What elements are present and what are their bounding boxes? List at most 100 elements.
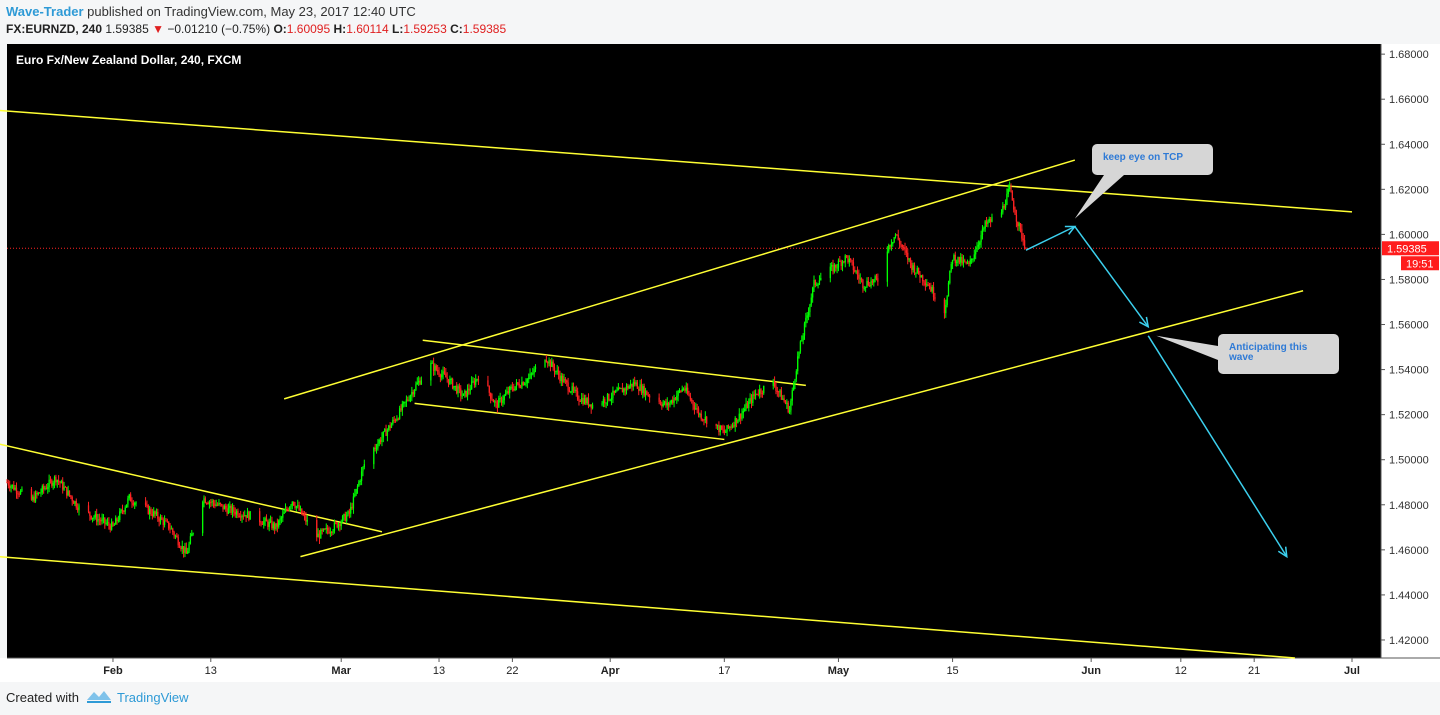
projection-arrow[interactable] — [1074, 226, 1149, 328]
candle-body — [917, 267, 920, 274]
candle-body — [544, 359, 546, 367]
candle-body — [642, 385, 644, 394]
candle-body — [63, 486, 65, 490]
candle-body — [203, 498, 205, 503]
candle-body — [704, 416, 706, 421]
chart-header: Wave-Trader published on TradingView.com… — [0, 0, 1440, 42]
candle-body — [222, 504, 224, 510]
candle-body — [913, 265, 916, 274]
candle-body — [168, 521, 170, 529]
author-link[interactable]: Wave-Trader — [6, 4, 84, 19]
candle-body — [1010, 186, 1012, 192]
candle-body — [431, 362, 433, 364]
candle-body — [356, 486, 359, 489]
candle-body — [950, 264, 952, 271]
candle-body — [51, 480, 53, 486]
candle-body — [810, 297, 812, 305]
candle-body — [566, 380, 568, 383]
candle-body — [221, 504, 223, 506]
candle-body — [738, 413, 740, 420]
candle-body — [923, 281, 925, 283]
callout-box[interactable] — [1218, 334, 1339, 374]
candle-body — [412, 391, 414, 395]
candle-body — [55, 476, 57, 483]
callout-box[interactable] — [1092, 144, 1213, 175]
chart-area[interactable]: keep eye on TCP Anticipating this wave 1.6… — [0, 42, 1440, 682]
candle-body — [490, 392, 492, 399]
candle-body — [835, 264, 837, 268]
tradingview-link[interactable]: TradingView — [117, 690, 189, 705]
candle-body — [896, 234, 898, 236]
candle-body — [510, 386, 512, 388]
candle-body — [53, 476, 56, 483]
candle-body — [511, 386, 514, 389]
candle-body — [384, 429, 386, 432]
projection-arrow[interactable] — [1025, 225, 1076, 251]
candle-body — [957, 256, 959, 262]
candle-body — [567, 382, 569, 391]
candle-body — [90, 515, 92, 520]
candle-body — [306, 520, 308, 522]
candle-body — [413, 389, 416, 395]
candle-body — [801, 340, 803, 342]
candle-body — [916, 267, 918, 273]
candle-body — [37, 492, 39, 495]
candle-body — [33, 496, 35, 502]
projection-arrow[interactable] — [1147, 335, 1288, 558]
candle-body — [456, 385, 458, 394]
time-axis[interactable] — [0, 658, 1440, 682]
trend-line[interactable] — [0, 555, 1295, 659]
candle-body — [855, 271, 857, 273]
candle-body — [973, 254, 975, 259]
candle-body — [525, 382, 527, 384]
candle-body — [572, 386, 575, 390]
candle-body — [696, 408, 698, 410]
candle-body — [786, 402, 788, 404]
candle-body — [21, 488, 23, 491]
close-value: 1.59385 — [462, 22, 507, 36]
candle-body — [106, 522, 109, 524]
candle-body — [381, 437, 383, 443]
candle-body — [495, 401, 497, 403]
candle-body — [886, 251, 889, 282]
high-value: 1.60114 — [346, 22, 389, 36]
candle-body — [416, 382, 418, 385]
trend-line[interactable] — [414, 402, 725, 441]
candle-body — [132, 503, 134, 505]
y-tick-label: 1.58000 — [1389, 274, 1429, 286]
callout-pointer — [1156, 335, 1218, 360]
price-axis[interactable] — [1381, 44, 1440, 658]
candle-body — [888, 245, 890, 252]
trend-line[interactable] — [300, 290, 1304, 558]
candle-body — [670, 400, 672, 403]
candle-body — [375, 448, 378, 450]
trend-line[interactable] — [0, 109, 1353, 213]
trend-line[interactable] — [422, 339, 806, 387]
candle-body — [411, 391, 413, 396]
y-tick-label: 1.52000 — [1389, 410, 1429, 422]
tradingview-logo-icon[interactable] — [86, 688, 112, 704]
candle-body — [802, 335, 804, 341]
candle-body — [605, 402, 607, 404]
candle-body — [297, 505, 299, 507]
candle-body — [922, 275, 924, 282]
candle-body — [172, 528, 174, 533]
candle-body — [155, 511, 158, 515]
candle-body — [832, 264, 834, 272]
trend-line[interactable] — [0, 443, 383, 533]
candle-body — [59, 481, 61, 484]
callout-text: wave — [1228, 352, 1254, 363]
candle-body — [154, 511, 156, 515]
candle-body — [415, 384, 417, 390]
candle-body — [807, 312, 810, 316]
symbol-label[interactable]: FX:EURNZD, 240 — [6, 22, 103, 36]
candle-body — [301, 508, 303, 515]
candle-body — [125, 504, 128, 508]
candle-body — [956, 261, 958, 263]
candle-body — [966, 262, 969, 264]
candle-body — [553, 367, 556, 372]
candle-body — [173, 532, 175, 536]
candle-body — [968, 262, 970, 264]
trend-line[interactable] — [283, 159, 1076, 400]
